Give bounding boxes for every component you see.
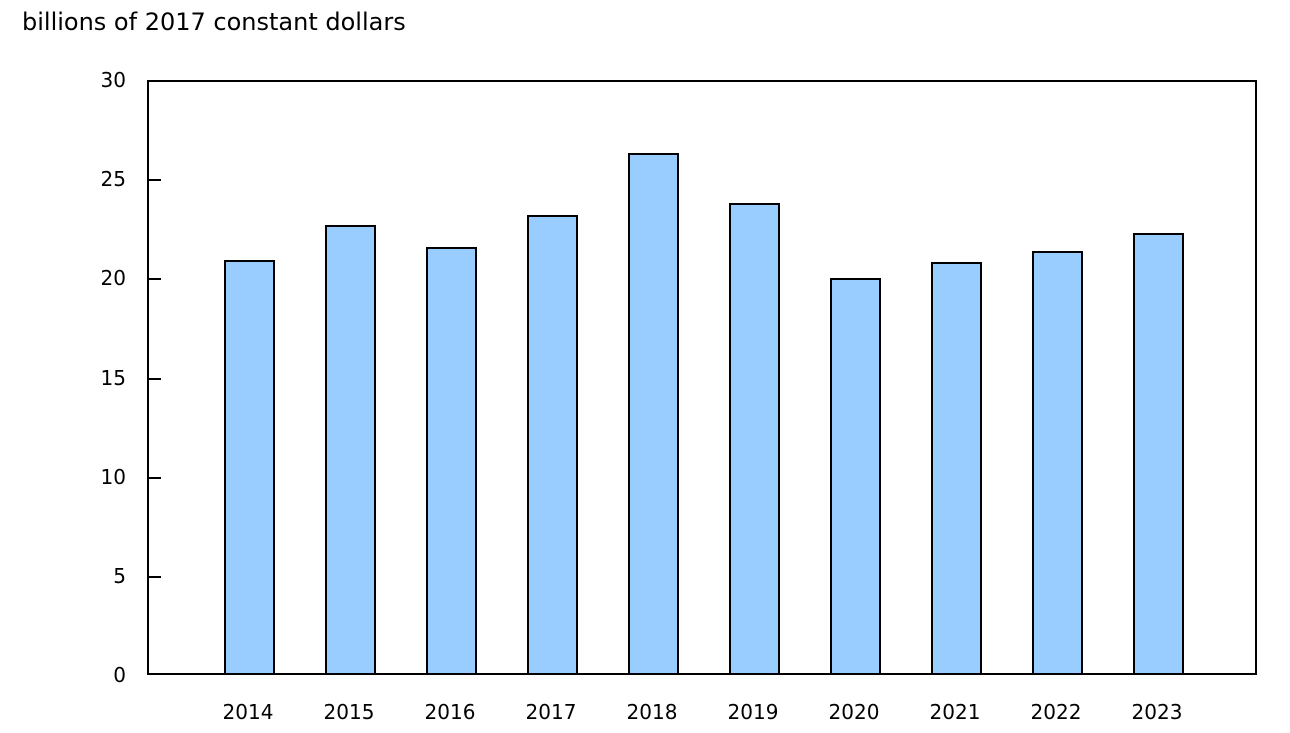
x-tick-label: 2016 bbox=[424, 700, 476, 724]
x-tick-label: 2017 bbox=[525, 700, 577, 724]
y-tick-label: 5 bbox=[113, 563, 126, 588]
x-tick-label: 2021 bbox=[929, 700, 981, 724]
x-tick-label: 2019 bbox=[727, 700, 779, 724]
bar-2020 bbox=[830, 278, 881, 673]
x-tick-label: 2023 bbox=[1131, 700, 1183, 724]
y-tick-mark bbox=[149, 377, 161, 380]
y-tick-label: 15 bbox=[100, 365, 126, 390]
y-tick-label: 30 bbox=[100, 68, 126, 92]
y-axis-title: billions of 2017 constant dollars bbox=[22, 8, 406, 36]
bar-2016 bbox=[426, 246, 477, 673]
y-tick-label: 25 bbox=[100, 167, 126, 192]
y-tick-mark bbox=[149, 476, 161, 479]
x-tick-label: 2015 bbox=[323, 700, 375, 724]
x-tick-label: 2014 bbox=[222, 700, 274, 724]
bar-2023 bbox=[1133, 232, 1184, 673]
plot-area bbox=[147, 80, 1257, 675]
y-tick-mark bbox=[149, 575, 161, 578]
bar-2014 bbox=[224, 260, 275, 673]
y-tick-label: 10 bbox=[100, 464, 126, 489]
bar-2017 bbox=[527, 214, 578, 673]
x-tick-label: 2020 bbox=[828, 700, 880, 724]
y-tick-mark bbox=[149, 179, 161, 182]
bar-2018 bbox=[628, 153, 679, 673]
y-tick-mark bbox=[149, 278, 161, 281]
x-tick-label: 2018 bbox=[626, 700, 678, 724]
x-tick-label: 2022 bbox=[1030, 700, 1082, 724]
bar-2021 bbox=[931, 262, 982, 673]
bar-2015 bbox=[325, 224, 376, 673]
bar-2022 bbox=[1032, 250, 1083, 673]
y-tick-label: 20 bbox=[100, 266, 126, 291]
bar-2019 bbox=[729, 202, 780, 673]
y-tick-label: 0 bbox=[113, 663, 126, 687]
